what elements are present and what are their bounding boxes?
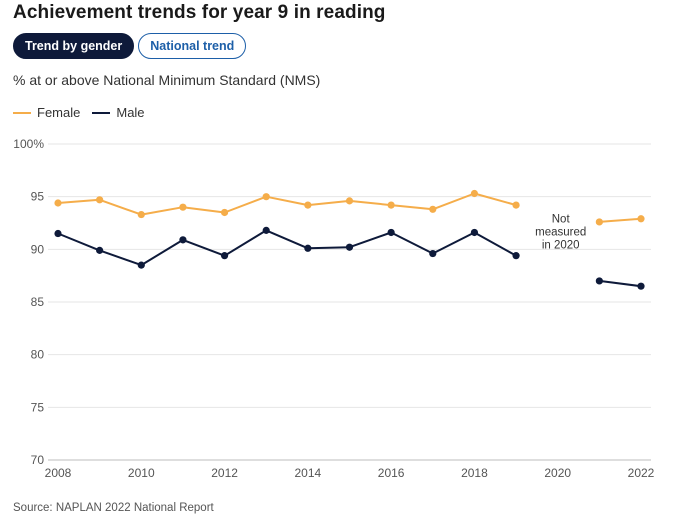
x-tick-label-2012: 2012 <box>211 466 238 480</box>
data-point-male-2013 <box>262 226 270 234</box>
data-point-female-2012 <box>220 208 229 217</box>
series-line-female-2 <box>599 217 642 223</box>
data-point-male-2012 <box>220 252 229 260</box>
data-point-female-2019 <box>512 201 520 209</box>
y-tick-label-100: 100% <box>13 137 44 151</box>
chart-legend: Female Male <box>13 105 145 120</box>
data-point-male-2015 <box>345 243 354 251</box>
y-tick-label-80: 80 <box>31 348 45 362</box>
y-tick-label-90: 90 <box>31 242 45 256</box>
data-point-male-2011 <box>179 236 187 244</box>
legend-swatch-female <box>13 111 31 114</box>
data-point-male-2008 <box>54 229 62 238</box>
data-point-female-2015 <box>345 197 354 205</box>
data-point-male-2019 <box>512 252 520 260</box>
data-point-female-2013 <box>262 193 270 201</box>
chart-title: Achievement trends for year 9 in reading <box>13 2 386 23</box>
x-tick-label-2010: 2010 <box>128 466 155 480</box>
legend-label-male: Male <box>116 105 145 120</box>
legend-item-male[interactable]: Male <box>92 105 145 120</box>
data-point-male-2018 <box>470 228 479 237</box>
data-point-male-2021 <box>595 277 603 285</box>
x-tick-label-2014: 2014 <box>295 466 322 480</box>
source-note: Source: NAPLAN 2022 National Report <box>13 502 214 514</box>
tab-trend-by-gender[interactable]: Trend by gender <box>13 33 135 59</box>
data-point-female-2018 <box>470 189 479 198</box>
data-point-female-2010 <box>137 210 145 219</box>
line-chart: 70 75 80 85 90 95 100% 2008 2010 2012 2014 2016 2018… <box>13 137 655 480</box>
legend-swatch-male <box>92 111 111 114</box>
y-tick-label-70: 70 <box>31 453 45 467</box>
annotation-not-measured: Not measured in 2020 <box>535 214 586 252</box>
data-point-male-2009 <box>96 246 104 254</box>
x-tick-label-2020: 2020 <box>544 466 571 480</box>
data-point-female-2014 <box>304 201 312 209</box>
data-point-female-2011 <box>179 203 187 211</box>
view-tabs: Trend by gender National trend <box>13 33 247 59</box>
legend-item-female[interactable]: Female <box>13 105 80 120</box>
data-point-male-2010 <box>137 261 145 269</box>
y-tick-label-85: 85 <box>31 295 45 309</box>
legend-label-female: Female <box>37 105 81 120</box>
series-line-female-1 <box>57 192 517 216</box>
x-tick-label-2018: 2018 <box>461 466 488 480</box>
data-point-male-2014 <box>304 244 312 252</box>
annotation-line-3: in 2020 <box>542 240 580 252</box>
y-tick-label-75: 75 <box>31 400 45 414</box>
tab-national-trend[interactable]: National trend <box>138 33 247 59</box>
y-tick-label-95: 95 <box>31 190 45 204</box>
data-point-female-2016 <box>387 201 395 209</box>
x-tick-label-2008: 2008 <box>45 466 72 480</box>
data-point-female-2017 <box>429 205 437 213</box>
annotation-line-1: Not <box>552 214 571 226</box>
data-point-female-2009 <box>96 196 104 204</box>
x-tick-label-2022: 2022 <box>628 466 655 480</box>
chart-subtitle: % at or above National Minimum Standard … <box>13 72 321 88</box>
data-point-female-2021 <box>595 218 603 226</box>
data-point-female-2022 <box>637 215 645 223</box>
data-point-male-2016 <box>387 228 395 237</box>
data-point-male-2017 <box>429 249 437 258</box>
data-point-male-2022 <box>637 282 645 290</box>
series-line-male-2 <box>599 279 642 288</box>
x-tick-label-2016: 2016 <box>378 466 405 480</box>
data-point-female-2008 <box>54 199 62 207</box>
series-line-male-1 <box>57 229 517 267</box>
annotation-line-2: measured <box>535 227 586 239</box>
